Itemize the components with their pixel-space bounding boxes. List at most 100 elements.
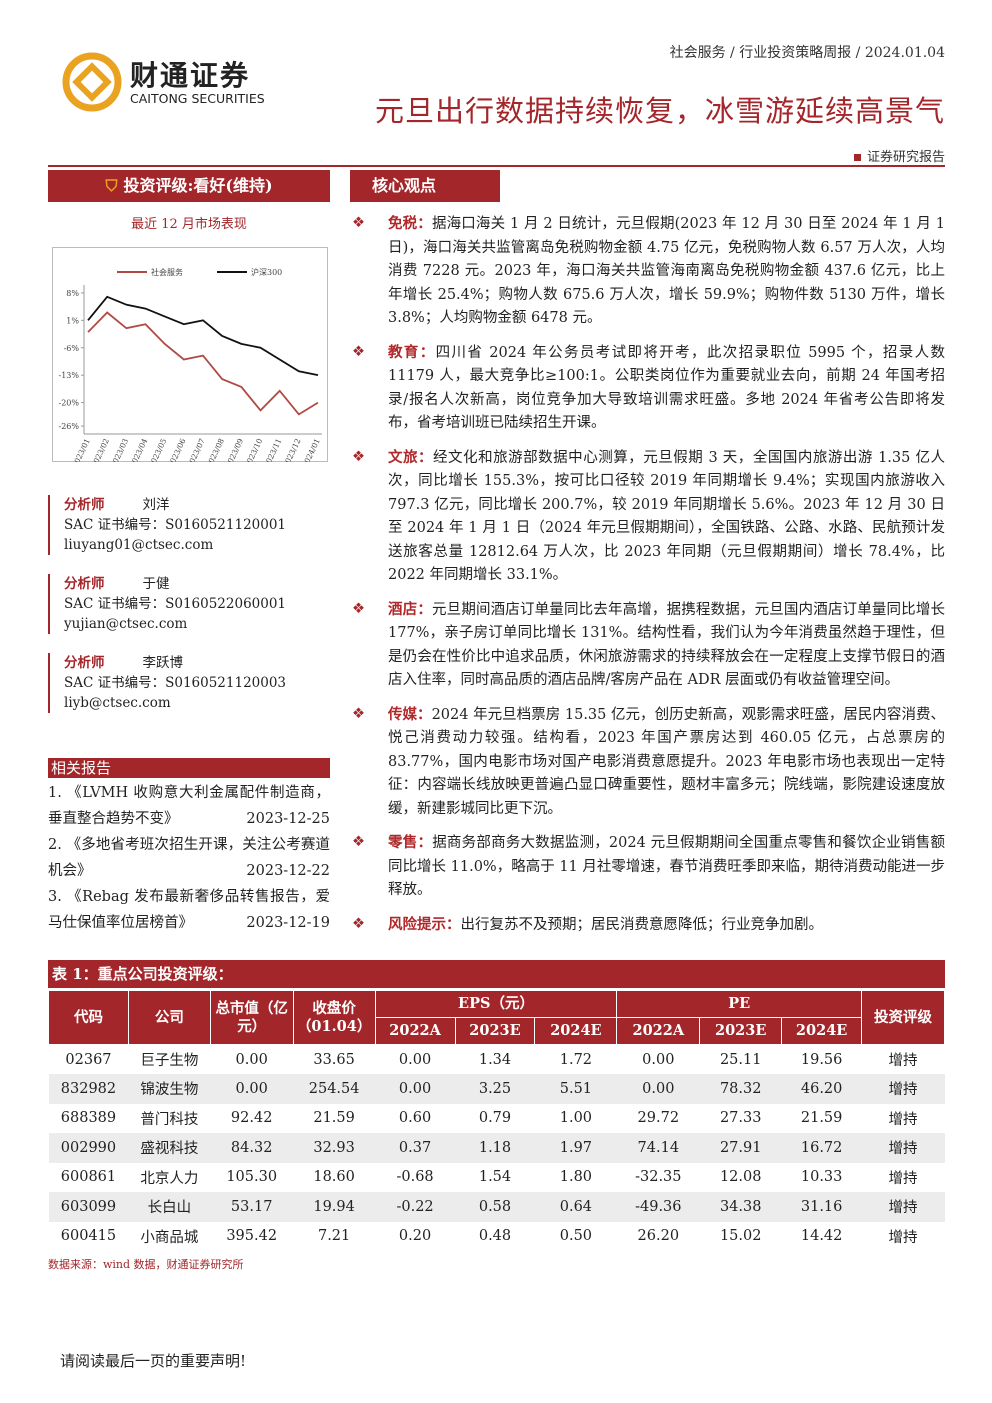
analyst-role: 分析师 <box>64 576 105 592</box>
cell: 84.32 <box>210 1133 294 1163</box>
bullet: ❖ <box>352 600 365 617</box>
related-text: 3. 《Rebag 发布最新奢侈品转售报告，爱马仕保值率位居榜首》 <box>48 889 330 931</box>
cell: 78.32 <box>699 1074 782 1104</box>
analyst-email: liyb@ctsec.com <box>64 695 171 711</box>
table-row: 002990 盛视科技 84.32 32.93 0.37 1.18 1.97 74.14 27.… <box>48 1133 945 1163</box>
cell: 增持 <box>888 1053 918 1069</box>
th: 2022A <box>374 1017 456 1045</box>
cell: 92.42 <box>230 1110 273 1127</box>
cell: -49.36 <box>616 1192 700 1222</box>
section-title: 核心观点 <box>350 170 500 202</box>
cell: 巨子生物 <box>140 1053 199 1069</box>
cell: 1.80 <box>559 1169 593 1186</box>
related-list: 1. 《LVMH 收购意大利金属配件制造商，垂直整合趋势不变》 2023-12-2… <box>48 780 330 936</box>
point-text: 出行复苏不及预期；居民消费意愿降低；行业竞争加剧。 <box>460 916 824 933</box>
cell: 832982 <box>48 1074 129 1104</box>
y-tick-label: -20% <box>59 399 80 408</box>
cell: 31.16 <box>781 1192 862 1222</box>
cell: -32.35 <box>635 1169 682 1186</box>
point-label: 教育： <box>388 343 436 361</box>
th: 2024E <box>534 1017 618 1045</box>
cell: 0.79 <box>478 1110 512 1127</box>
cell: -0.68 <box>396 1169 434 1186</box>
related-item: 1. 《LVMH 收购意大利金属配件制造商，垂直整合趋势不变》 2023-12-2… <box>48 780 330 832</box>
cell: 74.14 <box>616 1133 700 1163</box>
logo-icon <box>62 52 122 112</box>
cell: 32.93 <box>293 1133 376 1163</box>
bullet: ❖ <box>352 343 365 360</box>
table-row: 603099 长白山 53.17 19.94 -0.22 0.58 0.64 -49.36 34… <box>48 1192 945 1222</box>
analyst-sac: SAC 证书编号：S0160522060001 <box>64 596 287 612</box>
point-text: 经文化和旅游部数据中心测算，元旦假期 3 天，全国国内旅游出游 1.35 亿人次… <box>388 449 945 584</box>
cell: 26.20 <box>637 1228 680 1245</box>
related-text: 1. 《LVMH 收购意大利金属配件制造商，垂直整合趋势不变》 <box>48 785 330 827</box>
cell: 603099 <box>48 1192 129 1222</box>
analyst: 分析师 刘洋 SAC 证书编号：S0160521120001 liuyang01@ct… <box>48 495 330 555</box>
point: ❖ 教育：四川省 2024 年公务员考试即将开考，此次招录职位 5995 个，招录… <box>350 341 945 436</box>
analyst-name: 李跃博 <box>142 655 184 671</box>
cell: 北京人力 <box>140 1170 199 1187</box>
cell: 18.60 <box>313 1169 355 1186</box>
related-date: 2023-12-22 <box>246 863 330 879</box>
cell: 0.00 <box>398 1051 432 1068</box>
bullet: ❖ <box>352 705 365 722</box>
table-caption: 表 1：重点公司投资评级： <box>48 960 945 988</box>
cell: 增持 <box>861 1133 945 1163</box>
crumb: 社会服务 <box>669 45 726 61</box>
cell: 02367 <box>65 1051 112 1068</box>
analyst-sac: SAC 证书编号：S0160521120001 <box>64 517 287 533</box>
cell: 0.60 <box>398 1110 432 1127</box>
cell: 1.18 <box>455 1133 535 1163</box>
th: 代码 <box>48 990 129 1045</box>
chart: 8% 1% -6% -13% -20% -26% 2023/012023/022023/03… <box>52 247 328 462</box>
cell: 105.30 <box>226 1169 278 1186</box>
logo-cn: 财通证券 <box>130 59 251 92</box>
analyst: 分析师 于健 SAC 证书编号：S0160522060001 yujian@ctsec… <box>48 574 330 634</box>
point-label: 文旅： <box>388 448 434 466</box>
cell: 0.00 <box>616 1074 700 1104</box>
cell: 1.72 <box>559 1051 593 1068</box>
point-label: 零售： <box>388 834 433 851</box>
cell: 19.94 <box>293 1192 376 1222</box>
cell: 1.34 <box>478 1051 512 1068</box>
x-tick-label: 2023/10 <box>243 437 264 462</box>
analyst-line: 分析师 于健 <box>64 574 330 594</box>
th: PE <box>616 990 863 1018</box>
point-text: 元旦期间酒店订单量同比去年高增，据携程数据，元旦国内酒店订单量同比增长 177%… <box>388 601 946 689</box>
bullet: ❖ <box>352 915 365 932</box>
th: 2023E <box>699 1017 783 1045</box>
y-tick-label: -26% <box>59 422 80 431</box>
related-date: 2023-12-19 <box>246 915 330 931</box>
cell: 盛视科技 <box>128 1133 211 1163</box>
cell: 12.08 <box>719 1169 762 1186</box>
x-tick-label: 2023/01 <box>70 437 91 462</box>
header-rule <box>48 165 945 167</box>
th: 2024E <box>781 1017 863 1045</box>
rating-box: ⛉ 投资评级:看好(维持) <box>48 170 330 202</box>
bullet: ❖ <box>352 215 365 231</box>
cell: 34.38 <box>699 1192 782 1222</box>
cell: 锦波生物 <box>128 1074 211 1104</box>
th: 总市值（亿元） <box>209 990 294 1045</box>
logo-en: CAITONG SECURITIES <box>130 91 265 106</box>
point-label: 传媒： <box>388 705 432 723</box>
cell: 0.58 <box>455 1192 535 1222</box>
x-tick-label: 2023/02 <box>90 437 111 462</box>
legend-label: 沪深300 <box>251 267 282 277</box>
cell: 0.00 <box>642 1051 675 1068</box>
crumb: 2024.01.04 <box>864 45 945 61</box>
table-row: 600415 小商品城 395.42 7.21 0.20 0.48 0.50 26.20 15.… <box>49 1222 945 1252</box>
th: 2022A <box>616 1017 701 1045</box>
cell: 21.59 <box>313 1110 355 1127</box>
cell: 600861 <box>60 1169 117 1186</box>
point-text: 据商务部商务大数据监测，2024 元旦假期期间全国重点零售和餐饮企业销售额同比增… <box>388 835 945 898</box>
cell: 19.56 <box>800 1051 843 1068</box>
cell: 29.72 <box>637 1110 680 1127</box>
th: 投资评级 <box>861 990 945 1045</box>
point-label: 酒店： <box>388 600 432 618</box>
table-source: 数据来源：wind 数据，财通证券研究所 <box>48 1258 244 1271</box>
related-item: 2. 《多地省考班次招生开课，关注公考赛道机会》 2023-12-22 <box>48 832 330 884</box>
th: 收盘价（01.04） <box>292 990 376 1045</box>
cell: 254.54 <box>293 1074 376 1104</box>
